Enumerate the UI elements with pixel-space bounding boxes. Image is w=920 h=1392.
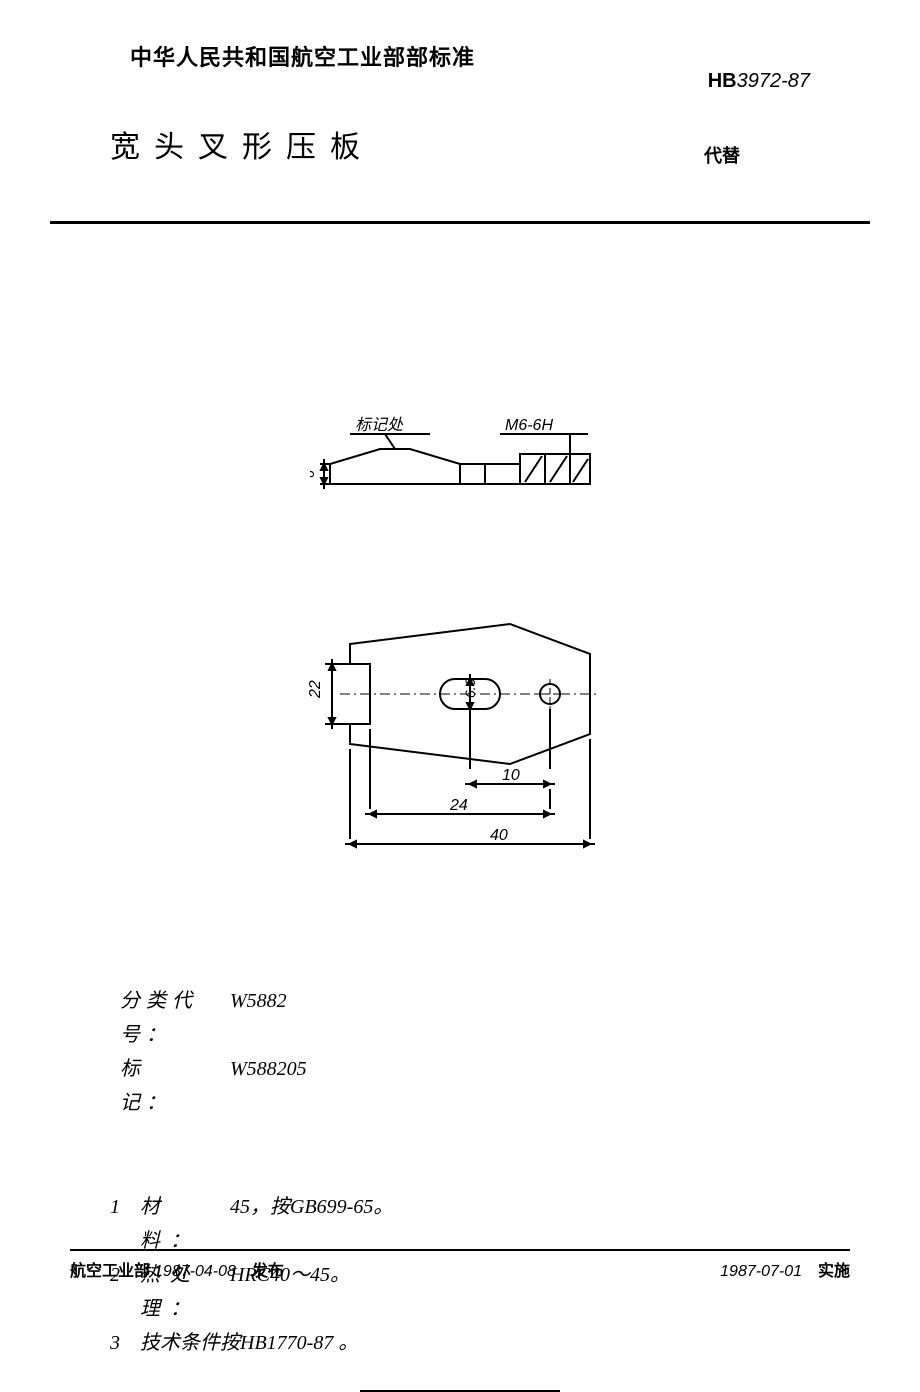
header-divider [50,221,870,224]
dim-24: 24 [449,797,468,814]
standard-code: HB3972-87 [708,70,810,93]
height-dim: 6 [310,470,317,478]
replaces-label: 代替 [704,142,740,168]
footer-issue-date: 1987-04-08 [154,1263,236,1280]
classification-block: 分类代号： W5882 标 记： W588205 [120,984,850,1120]
spec-value: 技术条件按HB1770-87 。 [140,1326,358,1360]
spec-row: 3 技术条件按HB1770-87 。 [110,1326,850,1360]
dim-6-6: 6.6 [462,678,478,698]
dim-22: 22 [307,680,324,699]
footer-effective-date: 1987-07-01 [720,1263,802,1280]
side-view-diagram: 标记处 M6-6H 6 [310,404,610,494]
marking-label: 标记处 [355,416,404,434]
mark-label: 标 记： [120,1052,230,1120]
dim-40: 40 [490,827,508,844]
org-title: 中华人民共和国航空工业部部标准 [130,40,850,72]
thread-label: M6-6H [505,417,553,434]
top-view-diagram: 22 6.6 10 24 40 [290,614,630,874]
standard-prefix: HB [708,70,737,92]
spec-row: 1 材 料： 45，按GB699-65。 [110,1190,850,1258]
footer-issuer: 航空工业部 [70,1263,150,1280]
footer-effective-action: 实施 [818,1263,850,1280]
class-label: 分类代号： [120,984,230,1052]
standard-number: 3972-87 [737,70,810,92]
spec-value: 45，按GB699-65。 [230,1190,393,1258]
spec-num: 3 [110,1326,140,1360]
spec-label: 材 料： [140,1190,230,1258]
mark-value: W588205 [230,1052,307,1120]
dim-10: 10 [502,767,520,784]
class-value: W5882 [230,984,287,1052]
spec-num: 1 [110,1190,140,1258]
footer-issue-action: 发布 [252,1263,284,1280]
page-footer: 航空工业部 1987-04-08 发布 1987-07-01 实施 [70,1249,850,1281]
